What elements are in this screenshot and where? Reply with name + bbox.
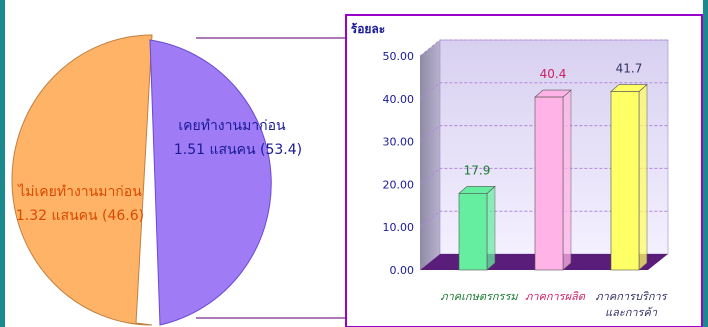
connector-lines — [196, 37, 346, 319]
bar — [610, 91, 640, 271]
pie-slice-not-worked — [11, 34, 153, 326]
bar — [534, 96, 564, 271]
bar-value-label: 41.7 — [616, 62, 643, 76]
pie-chart: ไม่เคยทำงานมาก่อน 1.32 แสนคน (46.6) เคยทำง… — [11, 34, 302, 326]
side-wall — [420, 40, 440, 270]
y-tick-label: 20.00 — [383, 178, 415, 191]
frame-right-border — [703, 0, 708, 327]
pie-slice-worked — [149, 39, 272, 326]
pie-label-worked: เคยทำงานมาก่อน — [178, 118, 286, 134]
bar-value-label: 40.4 — [540, 67, 567, 81]
pie-value-not-worked: 1.32 แสนคน (46.6) — [16, 208, 144, 224]
gridline — [419, 167, 668, 185]
bar-chart: 0.00 10.00 20.00 30.00 40.00 50.00 ร้อยละ 17.9 ภ… — [351, 22, 669, 319]
gridline — [419, 125, 668, 142]
x-category-label: ภาคการผลิต — [525, 290, 586, 303]
bar-side — [562, 89, 572, 271]
x-category-label: ภาคเกษตรกรรม — [440, 290, 518, 303]
y-tick-label: 40.00 — [383, 93, 415, 106]
gridline — [419, 82, 668, 100]
x-category-label: ภาคการบริการ — [595, 290, 668, 303]
y-tick-label: 10.00 — [383, 221, 415, 234]
frame-left-border — [0, 0, 5, 327]
y-tick-label: 30.00 — [383, 136, 415, 149]
gridline — [419, 39, 668, 57]
pie-label-not-worked: ไม่เคยทำงานมาก่อน — [17, 183, 142, 200]
x-category-label: และการค้า — [605, 306, 658, 319]
bar — [458, 193, 488, 271]
gridline — [419, 210, 668, 228]
bar-side — [486, 185, 496, 271]
y-axis-title: ร้อยละ — [351, 22, 385, 36]
bar-value-label: 17.9 — [464, 163, 491, 177]
y-tick-label: 50.00 — [383, 50, 415, 63]
bar-side — [638, 83, 648, 271]
y-tick-label: 0.00 — [390, 264, 415, 277]
pie-value-worked: 1.51 แสนคน (53.4) — [174, 142, 302, 158]
